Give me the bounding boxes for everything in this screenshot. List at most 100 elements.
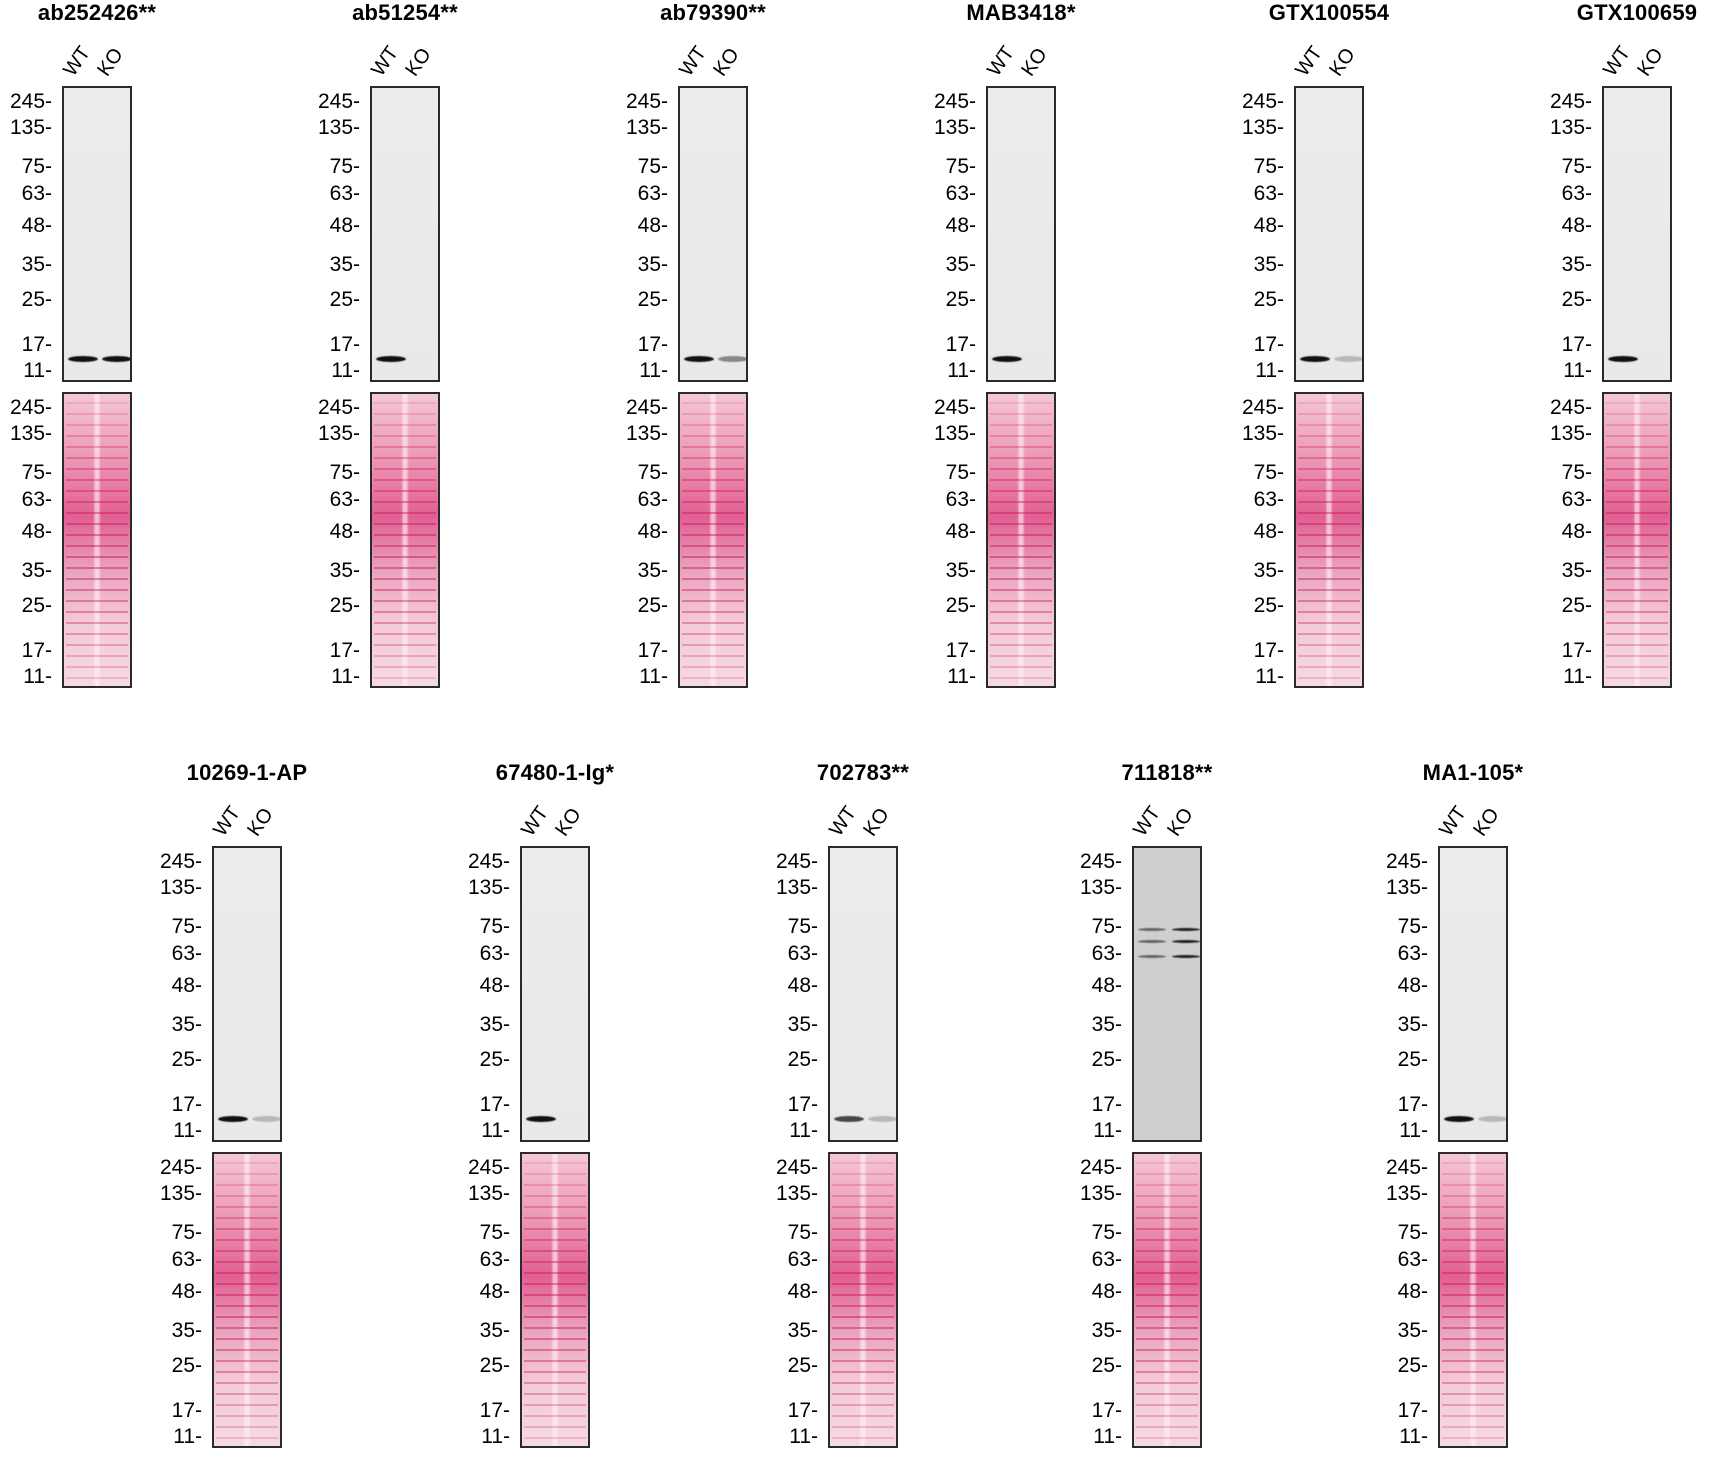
ponceau-band bbox=[216, 1173, 278, 1175]
ponceau-band bbox=[374, 600, 436, 602]
ponceau-band bbox=[216, 1228, 278, 1230]
ponceau-band bbox=[832, 1327, 894, 1329]
mw-marker: 35- bbox=[1397, 1318, 1428, 1342]
ponceau-band bbox=[374, 644, 436, 646]
ponceau-band bbox=[1606, 545, 1668, 547]
ponceau-band bbox=[990, 644, 1052, 646]
mw-marker: 35- bbox=[479, 1318, 510, 1342]
mw-marker: 63- bbox=[637, 487, 668, 511]
mw-marker: 25- bbox=[945, 288, 976, 312]
ponceau-band bbox=[524, 1184, 586, 1186]
ponceau-band bbox=[990, 578, 1052, 580]
molecular-weight-markers: 245- 135- 75- 63- 48- 35- 25- 17- 11- bbox=[298, 392, 360, 688]
mw-marker: 48- bbox=[945, 520, 976, 544]
ponceau-band bbox=[66, 534, 128, 536]
mw-marker: 11- bbox=[1399, 1425, 1428, 1449]
molecular-weight-markers: 245- 135- 75- 63- 48- 35- 25- 17- 11- bbox=[1530, 86, 1592, 382]
blot-panel: GTX100659 WT KO 245- 135- 75- 63- 48- 35- 25- 17- 1… bbox=[1530, 0, 1700, 720]
ponceau-band bbox=[216, 1393, 278, 1395]
lane-label-ko: KO bbox=[1469, 804, 1504, 841]
ponceau-band bbox=[832, 1250, 894, 1252]
ponceau-band bbox=[66, 435, 128, 437]
ponceau-band bbox=[682, 589, 744, 591]
mw-marker: 48- bbox=[637, 520, 668, 544]
ponceau-band bbox=[524, 1173, 586, 1175]
mw-marker: 48- bbox=[1091, 974, 1122, 998]
ponceau-stain-membrane bbox=[1132, 1152, 1202, 1448]
lane-label-wt: WT bbox=[517, 802, 554, 841]
mw-marker: 63- bbox=[945, 487, 976, 511]
mw-marker: 135- bbox=[625, 422, 668, 446]
ponceau-band bbox=[374, 655, 436, 657]
ponceau-band bbox=[374, 622, 436, 624]
ponceau-band bbox=[524, 1316, 586, 1318]
mw-marker: 17- bbox=[171, 1092, 202, 1116]
ponceau-band bbox=[682, 413, 744, 415]
ponceau-band bbox=[1298, 446, 1360, 448]
lane-label-ko: KO bbox=[1017, 44, 1052, 81]
lane-label-ko: KO bbox=[243, 804, 278, 841]
mw-marker: 48- bbox=[21, 520, 52, 544]
mw-marker: 25- bbox=[171, 1354, 202, 1378]
blot-panel: ab79390** WT KO 245- 135- 75- 63- 48- 35- 25- 17- 1… bbox=[606, 0, 776, 720]
mw-marker: 25- bbox=[945, 594, 976, 618]
mw-marker: 48- bbox=[1091, 1280, 1122, 1304]
mw-marker: 75- bbox=[21, 154, 52, 178]
mw-marker: 48- bbox=[1253, 214, 1284, 238]
ponceau-band bbox=[1298, 677, 1360, 679]
mw-marker: 17- bbox=[479, 1398, 510, 1422]
mw-marker: 63- bbox=[21, 181, 52, 205]
mw-marker: 63- bbox=[1561, 181, 1592, 205]
mw-marker: 245- bbox=[467, 849, 510, 873]
mw-marker: 25- bbox=[787, 1048, 818, 1072]
ponceau-band bbox=[990, 523, 1052, 525]
ponceau-band bbox=[1606, 600, 1668, 602]
ponceau-band bbox=[1136, 1272, 1198, 1274]
ponceau-band bbox=[374, 501, 436, 503]
ponceau-band bbox=[524, 1393, 586, 1395]
ponceau-band bbox=[66, 413, 128, 415]
ponceau-band bbox=[1606, 446, 1668, 448]
ponceau-band bbox=[1298, 655, 1360, 657]
ponceau-band bbox=[1136, 1316, 1198, 1318]
western-blot-membrane bbox=[678, 86, 748, 382]
molecular-weight-markers: 245- 135- 75- 63- 48- 35- 25- 17- 11- bbox=[1060, 846, 1122, 1142]
ponceau-band bbox=[1136, 1338, 1198, 1340]
mw-marker: 245- bbox=[1241, 89, 1284, 113]
ponceau-band bbox=[990, 545, 1052, 547]
mw-marker: 25- bbox=[479, 1048, 510, 1072]
ponceau-band bbox=[832, 1393, 894, 1395]
ponceau-band bbox=[682, 611, 744, 613]
mw-marker: 75- bbox=[1091, 1220, 1122, 1244]
ponceau-band bbox=[990, 468, 1052, 470]
mw-marker: 11- bbox=[789, 1119, 818, 1143]
ponceau-band bbox=[1136, 1294, 1198, 1296]
ponceau-band bbox=[832, 1382, 894, 1384]
mw-marker: 25- bbox=[1397, 1048, 1428, 1072]
mw-marker: 245- bbox=[1385, 849, 1428, 873]
ponceau-band bbox=[832, 1272, 894, 1274]
ponceau-band bbox=[1298, 534, 1360, 536]
ponceau-band bbox=[374, 479, 436, 481]
ponceau-band bbox=[832, 1404, 894, 1406]
antibody-title: 10269-1-AP bbox=[186, 760, 308, 785]
mw-marker: 25- bbox=[787, 1354, 818, 1378]
mw-marker: 48- bbox=[171, 974, 202, 998]
mw-marker: 17- bbox=[1397, 1092, 1428, 1116]
mw-marker: 11- bbox=[1563, 359, 1592, 383]
mw-marker: 35- bbox=[1253, 558, 1284, 582]
ponceau-band bbox=[524, 1239, 586, 1241]
ponceau-band bbox=[1136, 1239, 1198, 1241]
ponceau-band bbox=[1298, 490, 1360, 492]
ponceau-band bbox=[832, 1316, 894, 1318]
ponceau-stain-membrane bbox=[1602, 392, 1672, 688]
mw-marker: 17- bbox=[1253, 638, 1284, 662]
ponceau-band bbox=[524, 1338, 586, 1340]
mw-marker: 245- bbox=[625, 89, 668, 113]
ponceau-band bbox=[990, 446, 1052, 448]
ponceau-band bbox=[990, 424, 1052, 426]
ponceau-band bbox=[374, 611, 436, 613]
mw-marker: 75- bbox=[1561, 460, 1592, 484]
ponceau-band bbox=[374, 556, 436, 558]
ponceau-band bbox=[682, 677, 744, 679]
